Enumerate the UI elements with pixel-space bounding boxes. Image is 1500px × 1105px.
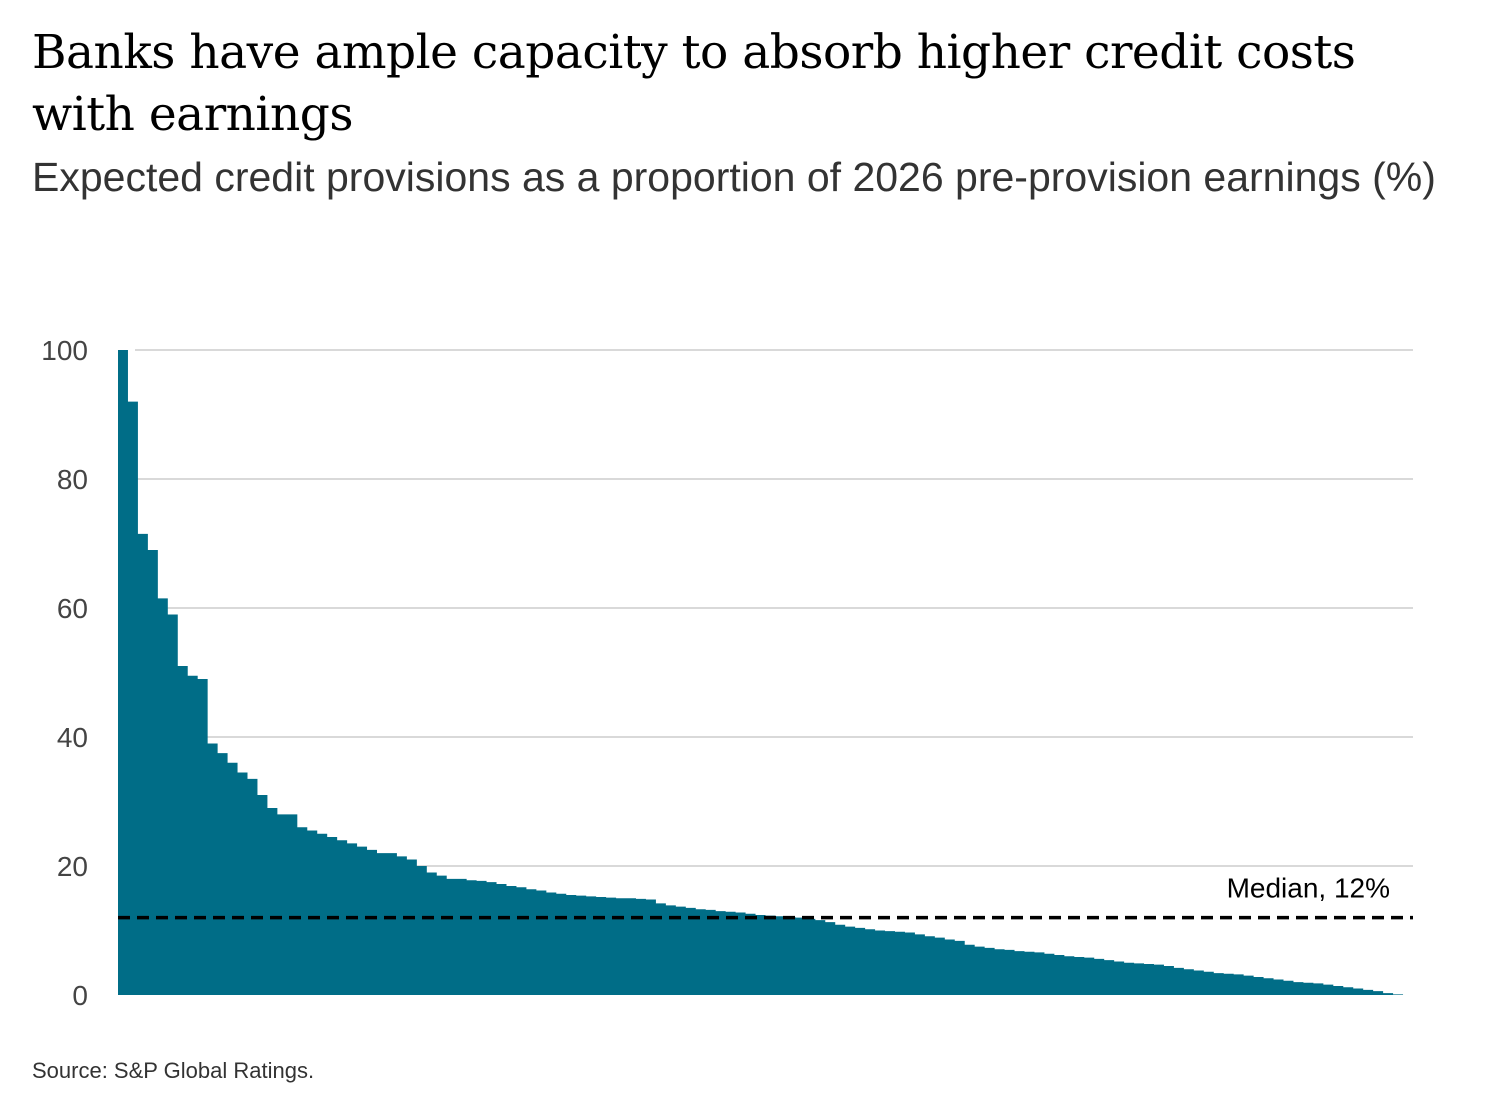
source-note: Source: S&P Global Ratings. bbox=[32, 1058, 315, 1083]
y-tick-label: 20 bbox=[57, 851, 88, 882]
chart-title: Banks have ample capacity to absorb high… bbox=[32, 25, 1356, 142]
series-area bbox=[118, 350, 1413, 995]
provisions-area bbox=[118, 350, 1413, 995]
y-tick-label: 60 bbox=[57, 593, 88, 624]
y-tick-label: 80 bbox=[57, 464, 88, 495]
chart-subtitle: Expected credit provisions as a proporti… bbox=[32, 154, 1436, 200]
median-label: Median, 12% bbox=[1227, 873, 1390, 904]
gridlines bbox=[135, 349, 1413, 867]
y-tick-label: 100 bbox=[41, 335, 88, 366]
y-axis-tick-labels: 0 20 40 60 80 100 bbox=[41, 335, 88, 1011]
y-tick-label: 40 bbox=[57, 722, 88, 753]
y-tick-label: 0 bbox=[72, 980, 88, 1011]
median-group: Median, 12% bbox=[118, 873, 1413, 920]
